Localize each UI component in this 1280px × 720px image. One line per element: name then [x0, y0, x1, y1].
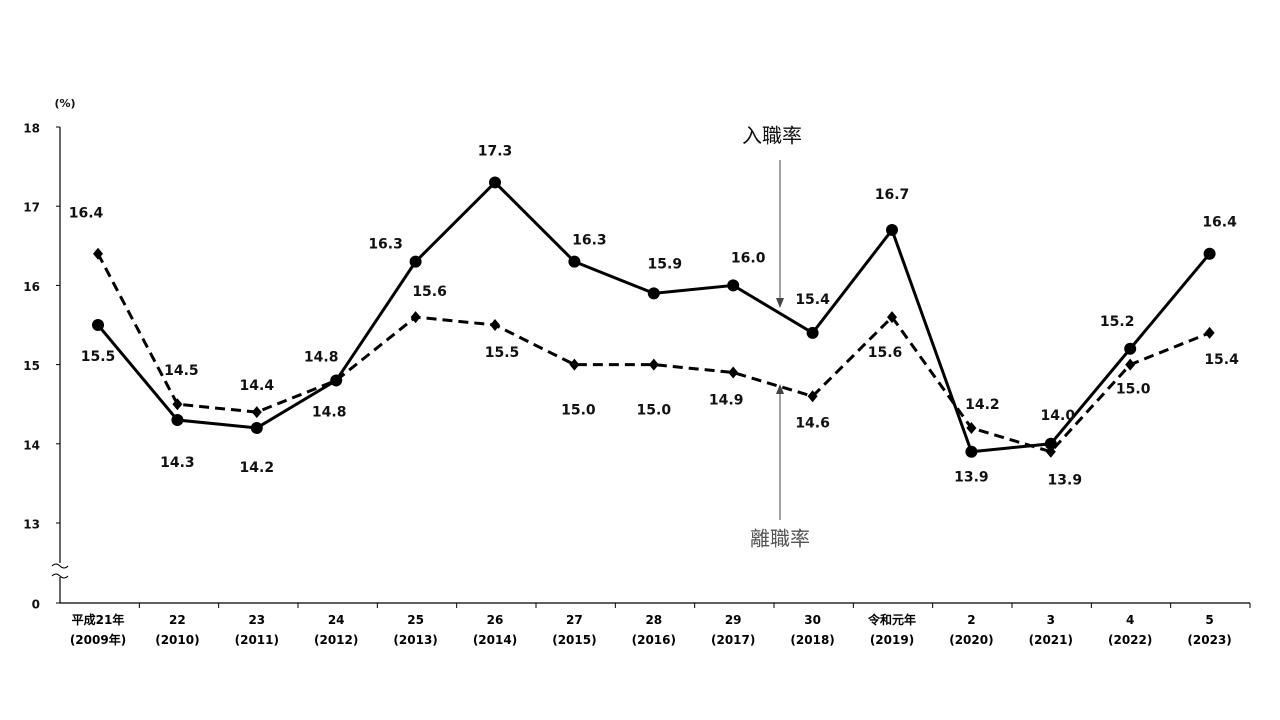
value-label: 14.3 [160, 455, 195, 471]
marker [1045, 445, 1056, 458]
marker [331, 374, 342, 387]
value-label: 16.4 [1202, 215, 1237, 231]
marker [490, 319, 500, 331]
value-label: 14.2 [240, 460, 275, 476]
value-label: 16.3 [368, 237, 403, 253]
x-tick-label: 30 (2018) [790, 613, 835, 647]
value-label: 13.9 [1048, 473, 1083, 489]
series-line [96, 253, 1211, 454]
value-label: 15.0 [637, 403, 672, 419]
marker [409, 255, 422, 268]
marker [647, 287, 660, 300]
marker [251, 406, 262, 419]
x-tick-label: 2 (2020) [949, 613, 994, 647]
x-tick-label: 27 (2015) [552, 613, 597, 647]
marker [1125, 358, 1136, 371]
y-tick-label: 14 [23, 438, 40, 452]
marker [806, 326, 819, 339]
marker [966, 421, 977, 434]
marker [410, 311, 421, 324]
value-label: 14.6 [795, 415, 830, 431]
x-tick-label: 26 (2014) [472, 613, 518, 647]
marker [250, 421, 263, 434]
value-label: 14.0 [1041, 408, 1076, 424]
marker [807, 390, 818, 403]
value-label: 15.6 [868, 345, 903, 361]
value-label: 15.2 [1100, 314, 1135, 330]
value-label: 16.0 [731, 250, 766, 266]
value-label: 17.3 [478, 143, 513, 159]
x-tick-label: 29 (2017) [711, 613, 756, 647]
value-label: 15.0 [1116, 382, 1151, 398]
series-annotation: 入職率 [742, 124, 802, 148]
x-tick-label: 23 (2011) [234, 613, 279, 647]
marker [92, 319, 104, 331]
value-label: 15.5 [485, 345, 520, 361]
y-tick-label: 16 [23, 280, 40, 294]
value-label: 14.8 [312, 404, 347, 420]
x-tick-label: 平成21年 (2009年) [69, 613, 127, 647]
value-label: 15.4 [1204, 352, 1239, 368]
marker [568, 255, 581, 268]
marker [569, 358, 580, 371]
x-tick-label: 25 (2013) [393, 613, 438, 647]
y-tick-label: 13 [23, 518, 40, 532]
marker [728, 366, 739, 379]
value-label: 16.4 [69, 206, 104, 222]
marker [172, 398, 183, 411]
marker [171, 414, 184, 427]
value-label: 13.9 [954, 470, 989, 486]
value-label: 16.3 [572, 233, 607, 249]
arrowhead [776, 384, 784, 394]
value-label: 15.4 [795, 292, 830, 308]
value-label: 15.5 [81, 349, 116, 365]
y-tick-label: 0 [32, 598, 40, 612]
marker [1204, 326, 1215, 339]
value-label: 15.0 [561, 403, 596, 419]
x-tick-label: 5 (2023) [1187, 613, 1232, 647]
y-tick-label: 18 [23, 122, 40, 136]
x-tick-label: 令和元年 (2019) [867, 613, 916, 647]
y-axis-label: (%) [54, 97, 75, 110]
marker [93, 247, 103, 260]
value-label: 14.2 [965, 397, 1000, 413]
marker [965, 445, 978, 458]
x-tick-label: 22 (2010) [155, 613, 200, 647]
marker [886, 223, 898, 236]
value-label: 15.6 [412, 284, 447, 300]
value-label: 14.9 [709, 393, 744, 409]
marker [1124, 342, 1137, 355]
marker [489, 176, 501, 189]
value-label: 14.4 [240, 378, 275, 394]
marker [727, 279, 740, 292]
marker [648, 358, 659, 371]
x-tick-label: 4 (2022) [1108, 613, 1153, 647]
value-label: 14.8 [304, 349, 339, 365]
x-tick-label: 28 (2016) [631, 613, 676, 647]
arrowhead [776, 298, 784, 308]
marker [1203, 247, 1216, 260]
x-tick-label: 24 (2012) [314, 613, 359, 647]
y-tick-label: 17 [23, 201, 40, 215]
value-label: 15.9 [648, 256, 683, 272]
value-label: 16.7 [875, 187, 910, 203]
value-label: 14.5 [164, 363, 199, 379]
axis-break [51, 563, 69, 579]
marker [887, 311, 897, 324]
x-tick-label: 3 (2021) [1028, 613, 1073, 647]
series-annotation: 離職率 [750, 527, 810, 551]
y-tick-label: 15 [23, 359, 40, 373]
